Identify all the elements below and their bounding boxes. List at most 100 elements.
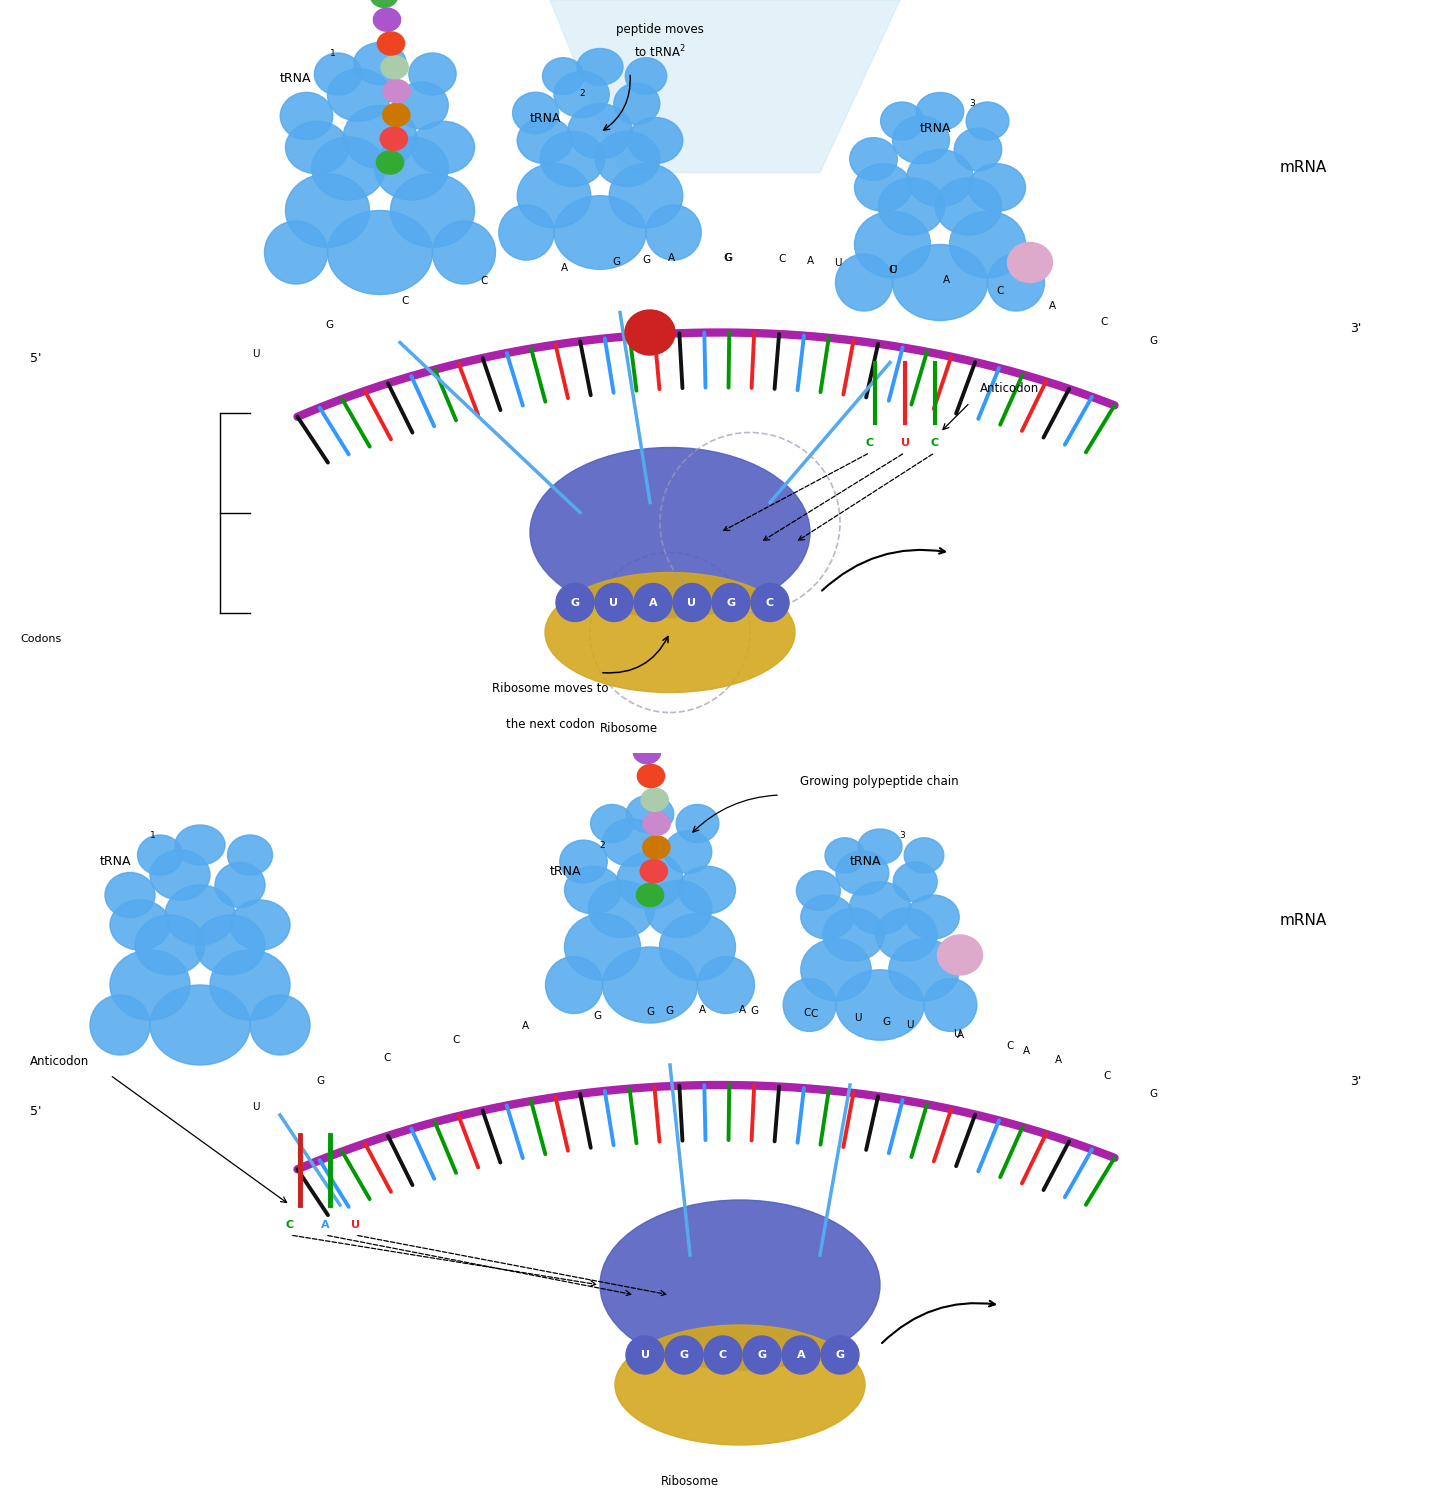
- Ellipse shape: [378, 32, 405, 56]
- Ellipse shape: [836, 969, 924, 1040]
- Ellipse shape: [876, 908, 937, 962]
- Text: U: U: [906, 1020, 914, 1031]
- Ellipse shape: [89, 995, 150, 1055]
- Ellipse shape: [823, 908, 885, 962]
- Text: 3: 3: [970, 98, 976, 107]
- Ellipse shape: [135, 915, 205, 975]
- Ellipse shape: [950, 211, 1026, 278]
- Text: U: U: [687, 597, 696, 608]
- Text: Growing polypeptide chain: Growing polypeptide chain: [800, 775, 958, 789]
- Text: G: G: [680, 1350, 689, 1361]
- Ellipse shape: [314, 53, 362, 95]
- Text: Ribosome moves to: Ribosome moves to: [491, 682, 608, 695]
- Text: 3': 3': [1350, 1075, 1362, 1088]
- Text: C: C: [383, 1054, 391, 1064]
- Ellipse shape: [530, 447, 810, 617]
- Text: Codons: Codons: [20, 635, 62, 644]
- Text: C: C: [778, 254, 787, 265]
- Ellipse shape: [679, 867, 735, 914]
- Text: G: G: [1150, 336, 1157, 346]
- Ellipse shape: [380, 56, 408, 78]
- Ellipse shape: [565, 914, 640, 980]
- Text: tRNA: tRNA: [280, 72, 311, 86]
- Ellipse shape: [637, 883, 664, 906]
- Ellipse shape: [664, 831, 712, 873]
- Circle shape: [821, 1336, 859, 1374]
- Text: A: A: [321, 1221, 330, 1230]
- Text: U: U: [855, 1013, 862, 1023]
- Text: G: G: [612, 257, 620, 266]
- Ellipse shape: [836, 254, 892, 312]
- Text: mRNA: mRNA: [1280, 914, 1327, 929]
- Ellipse shape: [850, 137, 898, 181]
- Ellipse shape: [513, 92, 559, 134]
- Ellipse shape: [110, 900, 170, 950]
- Ellipse shape: [801, 895, 853, 939]
- Text: G: G: [643, 254, 650, 265]
- Ellipse shape: [231, 900, 290, 950]
- Ellipse shape: [634, 740, 660, 763]
- Ellipse shape: [784, 978, 836, 1031]
- Text: C: C: [803, 1008, 810, 1019]
- Ellipse shape: [602, 947, 697, 1023]
- Circle shape: [712, 584, 749, 622]
- Text: 3: 3: [899, 831, 905, 840]
- Text: 1: 1: [150, 831, 156, 840]
- Text: G: G: [751, 1005, 759, 1016]
- Ellipse shape: [353, 42, 406, 84]
- Ellipse shape: [540, 131, 605, 187]
- Ellipse shape: [110, 950, 190, 1020]
- Text: C: C: [1006, 1041, 1013, 1052]
- Ellipse shape: [893, 862, 937, 901]
- Ellipse shape: [105, 873, 156, 918]
- Ellipse shape: [327, 69, 391, 122]
- Text: C: C: [996, 286, 1004, 296]
- Ellipse shape: [576, 48, 623, 86]
- Text: A: A: [797, 1350, 806, 1361]
- Ellipse shape: [855, 164, 912, 211]
- Text: A: A: [738, 1005, 745, 1016]
- Ellipse shape: [935, 178, 1001, 235]
- Ellipse shape: [676, 805, 719, 843]
- Ellipse shape: [285, 173, 369, 247]
- Text: G: G: [1150, 1088, 1157, 1099]
- Ellipse shape: [646, 880, 712, 938]
- Text: 3': 3': [1350, 322, 1362, 336]
- Ellipse shape: [396, 81, 448, 129]
- Ellipse shape: [625, 310, 674, 355]
- Circle shape: [673, 584, 710, 622]
- Ellipse shape: [640, 859, 667, 883]
- Text: U: U: [252, 349, 259, 360]
- Circle shape: [556, 584, 594, 622]
- Text: G: G: [725, 253, 732, 262]
- Ellipse shape: [174, 825, 225, 865]
- Ellipse shape: [383, 80, 411, 102]
- Text: tRNA: tRNA: [550, 865, 582, 877]
- Text: G: G: [316, 1076, 324, 1085]
- Ellipse shape: [517, 164, 591, 227]
- Text: C: C: [480, 277, 488, 286]
- Text: tRNA: tRNA: [850, 855, 882, 868]
- Text: Anticodon: Anticodon: [30, 1055, 89, 1069]
- Text: A: A: [1023, 1046, 1030, 1055]
- Text: A: A: [561, 263, 568, 272]
- Text: U: U: [252, 1102, 259, 1112]
- Ellipse shape: [954, 128, 1001, 172]
- Text: tRNA: tRNA: [919, 122, 951, 135]
- Ellipse shape: [432, 221, 496, 284]
- Text: A: A: [807, 256, 814, 266]
- Text: A: A: [648, 597, 657, 608]
- Ellipse shape: [311, 137, 385, 200]
- Ellipse shape: [627, 795, 674, 832]
- Ellipse shape: [630, 692, 657, 716]
- Ellipse shape: [610, 164, 683, 227]
- Ellipse shape: [409, 53, 457, 95]
- Ellipse shape: [602, 819, 660, 867]
- Ellipse shape: [625, 57, 667, 95]
- Ellipse shape: [857, 829, 902, 864]
- Text: G: G: [666, 1005, 673, 1016]
- Text: 1: 1: [330, 48, 336, 57]
- Text: U: U: [834, 259, 842, 268]
- Circle shape: [782, 1336, 820, 1374]
- Text: 2: 2: [579, 89, 585, 98]
